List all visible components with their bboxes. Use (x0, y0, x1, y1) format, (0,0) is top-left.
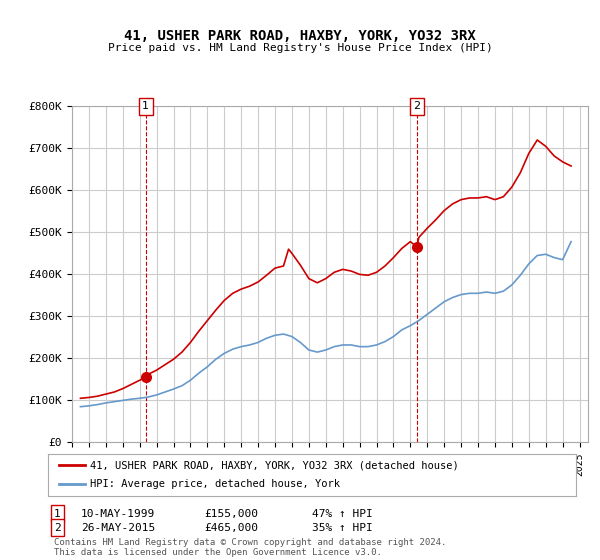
Text: £155,000: £155,000 (204, 508, 258, 519)
Text: Contains HM Land Registry data © Crown copyright and database right 2024.
This d: Contains HM Land Registry data © Crown c… (54, 538, 446, 557)
Text: 10-MAY-1999: 10-MAY-1999 (81, 508, 155, 519)
Text: 41, USHER PARK ROAD, HAXBY, YORK, YO32 3RX (detached house): 41, USHER PARK ROAD, HAXBY, YORK, YO32 3… (90, 460, 459, 470)
Text: 2: 2 (413, 101, 421, 111)
Text: Price paid vs. HM Land Registry's House Price Index (HPI): Price paid vs. HM Land Registry's House … (107, 43, 493, 53)
Text: 1: 1 (54, 508, 61, 519)
Text: 2: 2 (54, 522, 61, 533)
Text: 41, USHER PARK ROAD, HAXBY, YORK, YO32 3RX: 41, USHER PARK ROAD, HAXBY, YORK, YO32 3… (124, 29, 476, 44)
Text: 26-MAY-2015: 26-MAY-2015 (81, 522, 155, 533)
Text: £465,000: £465,000 (204, 522, 258, 533)
Text: 1: 1 (142, 101, 149, 111)
Text: 47% ↑ HPI: 47% ↑ HPI (312, 508, 373, 519)
Text: 35% ↑ HPI: 35% ↑ HPI (312, 522, 373, 533)
Text: HPI: Average price, detached house, York: HPI: Average price, detached house, York (90, 479, 340, 489)
